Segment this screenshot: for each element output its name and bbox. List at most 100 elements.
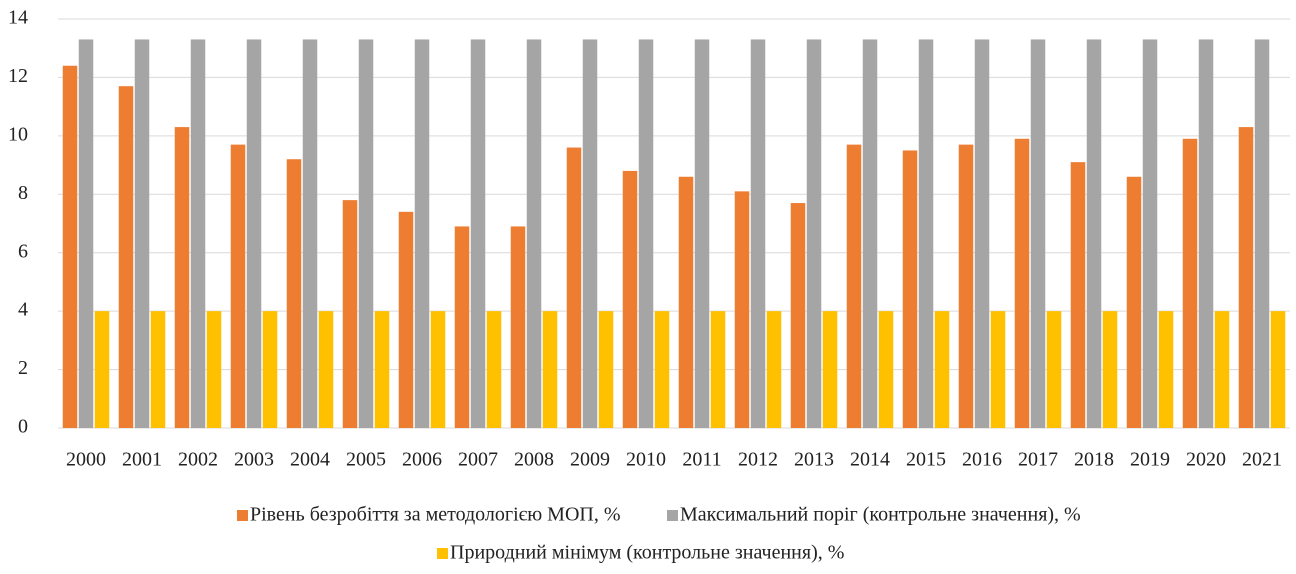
- bar: [638, 39, 654, 428]
- bar: [990, 311, 1006, 428]
- bar: [1182, 138, 1198, 428]
- bar: [678, 176, 694, 428]
- y-tick-label: 2: [18, 357, 28, 379]
- bar: [430, 311, 446, 428]
- bar: [790, 203, 806, 428]
- bar: [622, 170, 638, 428]
- bar: [358, 39, 374, 428]
- bar: [1142, 39, 1158, 428]
- bar: [190, 39, 206, 428]
- y-tick-label: 6: [18, 240, 28, 262]
- bar: [246, 39, 262, 428]
- bar: [1086, 39, 1102, 428]
- y-tick-label: 14: [8, 7, 28, 29]
- bar: [1214, 311, 1230, 428]
- y-tick-label: 8: [18, 182, 28, 204]
- bar: [766, 311, 782, 428]
- y-tick-label: 10: [8, 123, 28, 145]
- bar: [318, 311, 334, 428]
- bar: [1158, 311, 1174, 428]
- x-tick-label: 2018: [1074, 449, 1114, 471]
- legend-swatch: [667, 510, 678, 521]
- legend-swatch: [437, 548, 448, 559]
- bar: [1198, 39, 1214, 428]
- bar: [78, 39, 94, 428]
- x-tick-label: 2000: [66, 449, 106, 471]
- x-tick-label: 2009: [570, 449, 610, 471]
- bar: [118, 86, 134, 428]
- bar: [150, 311, 166, 428]
- x-tick-label: 2006: [402, 449, 442, 471]
- bar: [918, 39, 934, 428]
- legend-label: Максимальний поріг (контрольне значення)…: [680, 504, 1081, 526]
- x-tick-label: 2011: [682, 449, 721, 471]
- bar: [598, 311, 614, 428]
- x-tick-label: 2014: [850, 449, 890, 471]
- legend-label: Природний мінімум (контрольне значення),…: [450, 542, 844, 564]
- y-tick-label: 0: [18, 416, 28, 438]
- bar: [134, 39, 150, 428]
- bar: [286, 159, 302, 428]
- x-tick-label: 2003: [234, 449, 274, 471]
- legend-label: Рівень безробіття за методологією МОП, %: [250, 504, 621, 526]
- x-tick-label: 2007: [458, 449, 498, 471]
- bar: [974, 39, 990, 428]
- bar: [302, 39, 318, 428]
- bar: [470, 39, 486, 428]
- x-tick-label: 2016: [962, 449, 1002, 471]
- bar: [1126, 176, 1142, 428]
- x-tick-label: 2001: [122, 449, 162, 471]
- bar: [958, 144, 974, 428]
- bar: [230, 144, 246, 428]
- bar: [542, 311, 558, 428]
- bar: [654, 311, 670, 428]
- bar: [822, 311, 838, 428]
- bar: [174, 127, 190, 428]
- bar: [750, 39, 766, 428]
- bar: [694, 39, 710, 428]
- bar: [62, 65, 78, 428]
- legend-swatch: [237, 510, 248, 521]
- bar: [1102, 311, 1118, 428]
- bar: [582, 39, 598, 428]
- x-tick-label: 2004: [290, 449, 330, 471]
- x-tick-label: 2002: [178, 449, 218, 471]
- x-tick-label: 2010: [626, 449, 666, 471]
- bar: [710, 311, 726, 428]
- bar: [934, 311, 950, 428]
- bar: [1046, 311, 1062, 428]
- x-tick-label: 2012: [738, 449, 778, 471]
- bar: [1238, 127, 1254, 428]
- x-tick-label: 2020: [1186, 449, 1226, 471]
- bar: [206, 311, 222, 428]
- bar: [862, 39, 878, 428]
- x-tick-label: 2008: [514, 449, 554, 471]
- bar: [1030, 39, 1046, 428]
- bar: [398, 211, 414, 428]
- y-tick-label: 4: [18, 299, 28, 321]
- bar: [374, 311, 390, 428]
- x-tick-label: 2013: [794, 449, 834, 471]
- x-tick-label: 2017: [1018, 449, 1058, 471]
- y-tick-label: 12: [8, 65, 28, 87]
- bar: [1070, 162, 1086, 428]
- bar: [1014, 138, 1030, 428]
- bar: [94, 311, 110, 428]
- x-tick-label: 2015: [906, 449, 946, 471]
- bar: [414, 39, 430, 428]
- bar: [526, 39, 542, 428]
- x-tick-label: 2021: [1242, 449, 1282, 471]
- bar: [262, 311, 278, 428]
- bar: [486, 311, 502, 428]
- x-tick-label: 2005: [346, 449, 386, 471]
- bar: [510, 226, 526, 428]
- bar: [878, 311, 894, 428]
- bar: [454, 226, 470, 428]
- bar: [1270, 311, 1286, 428]
- bar: [342, 200, 358, 428]
- x-tick-label: 2019: [1130, 449, 1170, 471]
- bar: [846, 144, 862, 428]
- bar: [1254, 39, 1270, 428]
- bar: [806, 39, 822, 428]
